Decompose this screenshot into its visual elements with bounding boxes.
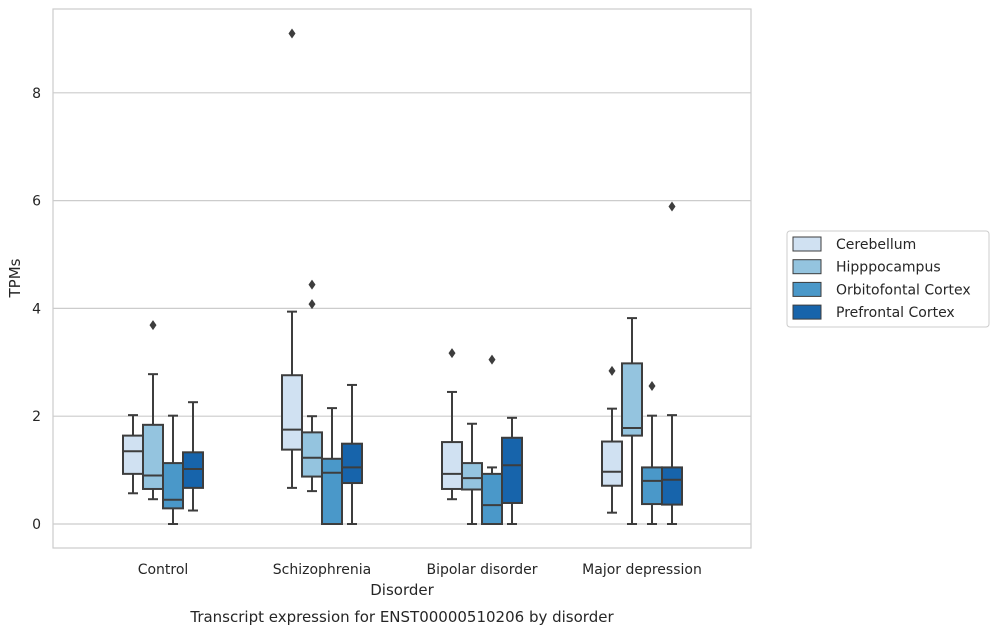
legend-swatch [792, 259, 822, 275]
legend: Cerebellum Hipppocampus Orbitofontal Corte… [786, 230, 990, 328]
box-group [441, 348, 463, 501]
x-tick-label: Schizophrenia [273, 562, 371, 578]
y-axis-label: TPMs [6, 258, 24, 298]
outlier-point [648, 381, 656, 392]
y-tick-label: 0 [32, 517, 41, 533]
y-tick-label: 2 [32, 409, 41, 425]
plot-frame [52, 8, 752, 549]
box-group [162, 414, 184, 525]
legend-label: Prefrontal Cortex [836, 305, 955, 321]
legend-frame [786, 230, 990, 328]
box [341, 442, 363, 485]
box-group [122, 414, 144, 495]
box [461, 462, 483, 491]
x-axis-ticks: Control Schizophrenia Bipolar disorder Majo… [138, 562, 702, 578]
outlier-point [448, 348, 456, 359]
box [481, 472, 503, 525]
box-group [601, 365, 623, 514]
box-group [641, 381, 663, 525]
y-tick-label: 4 [32, 301, 41, 317]
box-group [621, 317, 643, 525]
legend-label: Hipppocampus [836, 260, 941, 276]
outlier-point [608, 365, 616, 376]
box-group [341, 383, 363, 525]
box-group [481, 354, 503, 525]
box [182, 451, 204, 489]
box-group [661, 201, 683, 525]
y-axis-ticks: 0 2 4 6 8 [32, 86, 41, 533]
x-axis-label: Disorder [370, 581, 434, 599]
outlier-point [308, 299, 316, 310]
outlier-point [149, 320, 157, 331]
y-tick-label: 6 [32, 194, 41, 210]
box-group [281, 28, 303, 489]
legend-swatch [792, 281, 822, 297]
legend-swatch [792, 304, 822, 320]
box [122, 434, 144, 475]
box-group [321, 407, 343, 526]
legend-label: Cerebellum [836, 237, 916, 253]
legend-label: Orbitofontal Cortex [836, 282, 971, 298]
box [661, 466, 683, 506]
box [601, 440, 623, 487]
box-group [182, 401, 204, 512]
box [441, 441, 463, 490]
box-group [301, 279, 323, 493]
x-tick-label: Control [138, 562, 189, 578]
box [281, 374, 303, 451]
box-group [142, 320, 164, 501]
box [621, 362, 643, 437]
x-tick-label: Bipolar disorder [426, 562, 537, 578]
box [641, 466, 663, 506]
box [162, 462, 184, 510]
outlier-point [488, 354, 496, 365]
x-tick-label: Major depression [582, 562, 702, 578]
box [321, 457, 343, 526]
outlier-point [288, 28, 296, 39]
box [501, 436, 523, 504]
outlier-point [308, 279, 316, 290]
box-group [461, 422, 483, 525]
y-tick-label: 8 [32, 86, 41, 102]
box [142, 423, 164, 490]
box-groups [122, 28, 683, 526]
outlier-point [668, 201, 676, 212]
chart-caption: Transcript expression for ENST0000051020… [189, 608, 614, 626]
legend-swatch [792, 236, 822, 252]
box [301, 431, 323, 478]
box-group [501, 416, 523, 525]
